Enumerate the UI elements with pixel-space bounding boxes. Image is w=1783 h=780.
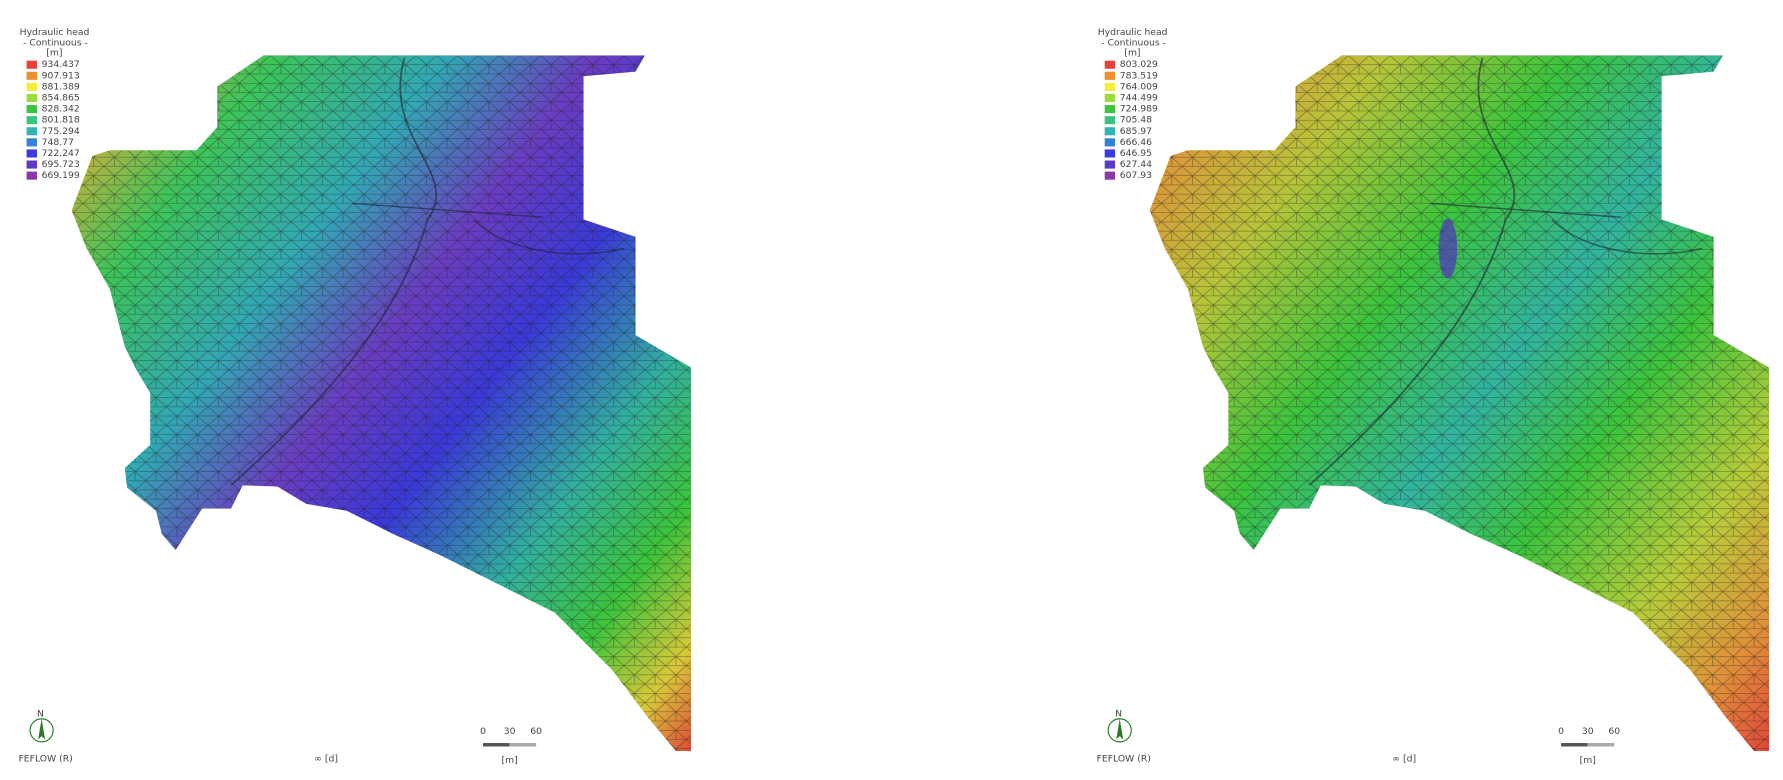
legend-swatch xyxy=(1104,171,1116,180)
north-arrow xyxy=(1116,718,1124,740)
legend-label: 666.46 xyxy=(1120,137,1152,148)
credit: FEFLOW (R) xyxy=(18,754,72,765)
legend-label: 607.93 xyxy=(1120,170,1152,181)
legend-swatch xyxy=(1104,93,1116,103)
mesh xyxy=(71,55,692,752)
legend-swatch xyxy=(1104,116,1116,125)
scale-bar xyxy=(483,743,510,747)
legend-label: 828.342 xyxy=(42,104,80,115)
legend-label: 854.865 xyxy=(42,92,80,103)
legend-swatch xyxy=(1104,60,1116,69)
legend-label: 748.77 xyxy=(42,137,74,148)
mesh-domain xyxy=(71,55,692,752)
legend-label: 722.247 xyxy=(42,148,80,159)
river xyxy=(230,57,438,486)
legend-swatch xyxy=(1104,105,1116,114)
time-label: ∞ [d] xyxy=(314,754,338,765)
map-panel: Hydraulic head- Continuous -[m]934.43790… xyxy=(18,27,692,766)
time-label: ∞ [d] xyxy=(1392,754,1416,765)
drain xyxy=(1430,202,1703,255)
scale-bar xyxy=(1587,743,1615,747)
legend-swatch xyxy=(26,71,37,80)
legend-label: 646.95 xyxy=(1120,148,1152,159)
scale-tick-label: 60 xyxy=(530,726,542,737)
north-label: N xyxy=(37,709,44,720)
legend-swatch xyxy=(26,138,37,147)
legend-title: Hydraulic head xyxy=(1098,27,1168,38)
legend-label: 775.294 xyxy=(42,126,80,137)
legend-subtitle: - Continuous - xyxy=(1101,37,1166,48)
legend-label: 907.913 xyxy=(42,70,80,81)
legend-swatch xyxy=(26,160,37,169)
legend-swatch xyxy=(26,105,37,114)
legend-label: 685.97 xyxy=(1120,126,1152,137)
legend-unit: [m] xyxy=(1124,48,1140,59)
legend-label: 669.199 xyxy=(42,170,80,181)
legend-label: 695.723 xyxy=(42,159,80,170)
scale-bar xyxy=(509,743,537,747)
legend-swatch xyxy=(26,60,37,69)
scale-unit: [m] xyxy=(1580,755,1596,766)
well-depression xyxy=(1438,218,1458,279)
legend-swatch xyxy=(1104,82,1116,91)
legend-swatch xyxy=(1104,138,1116,147)
scale-tick-label: 30 xyxy=(1582,726,1594,737)
legend-swatch xyxy=(1104,160,1116,169)
legend-label: 764.009 xyxy=(1120,81,1158,92)
scale-tick-label: 0 xyxy=(480,726,486,737)
scale-tick-label: 60 xyxy=(1608,726,1620,737)
legend-label: 801.818 xyxy=(42,115,80,126)
scale-bar xyxy=(1561,743,1588,747)
legend-swatch xyxy=(26,116,37,125)
map-panel: Hydraulic head- Continuous -[m]803.02978… xyxy=(1097,27,1770,766)
mesh xyxy=(1149,55,1770,752)
legend-swatch xyxy=(26,82,37,91)
legend-swatch xyxy=(26,171,37,180)
credit: FEFLOW (R) xyxy=(1097,754,1151,765)
legend-swatch xyxy=(1104,71,1116,80)
legend-label: 744.499 xyxy=(1120,92,1158,103)
drain xyxy=(352,202,625,255)
legend-swatch xyxy=(1104,149,1116,158)
legend-swatch xyxy=(26,127,37,136)
legend-swatch xyxy=(26,149,37,158)
legend-label: 881.389 xyxy=(42,81,80,92)
legend-label: 705.48 xyxy=(1120,115,1152,126)
legend-label: 934.437 xyxy=(42,59,80,70)
north-arrow xyxy=(38,718,46,740)
legend-label: 627.44 xyxy=(1120,159,1152,170)
north-label: N xyxy=(1115,709,1122,720)
mesh-domain xyxy=(1149,55,1770,752)
legend-subtitle: - Continuous - xyxy=(23,37,88,48)
legend-label: 803.029 xyxy=(1120,59,1158,70)
scale-tick-label: 0 xyxy=(1558,726,1564,737)
river xyxy=(1308,57,1516,486)
legend-label: 783.519 xyxy=(1120,70,1158,81)
scale-tick-label: 30 xyxy=(504,726,516,737)
legend-unit: [m] xyxy=(46,48,62,59)
scale-unit: [m] xyxy=(501,755,517,766)
legend-title: Hydraulic head xyxy=(20,27,90,38)
legend-swatch xyxy=(1104,127,1116,136)
legend-label: 724.989 xyxy=(1120,104,1158,115)
legend-swatch xyxy=(26,93,37,103)
